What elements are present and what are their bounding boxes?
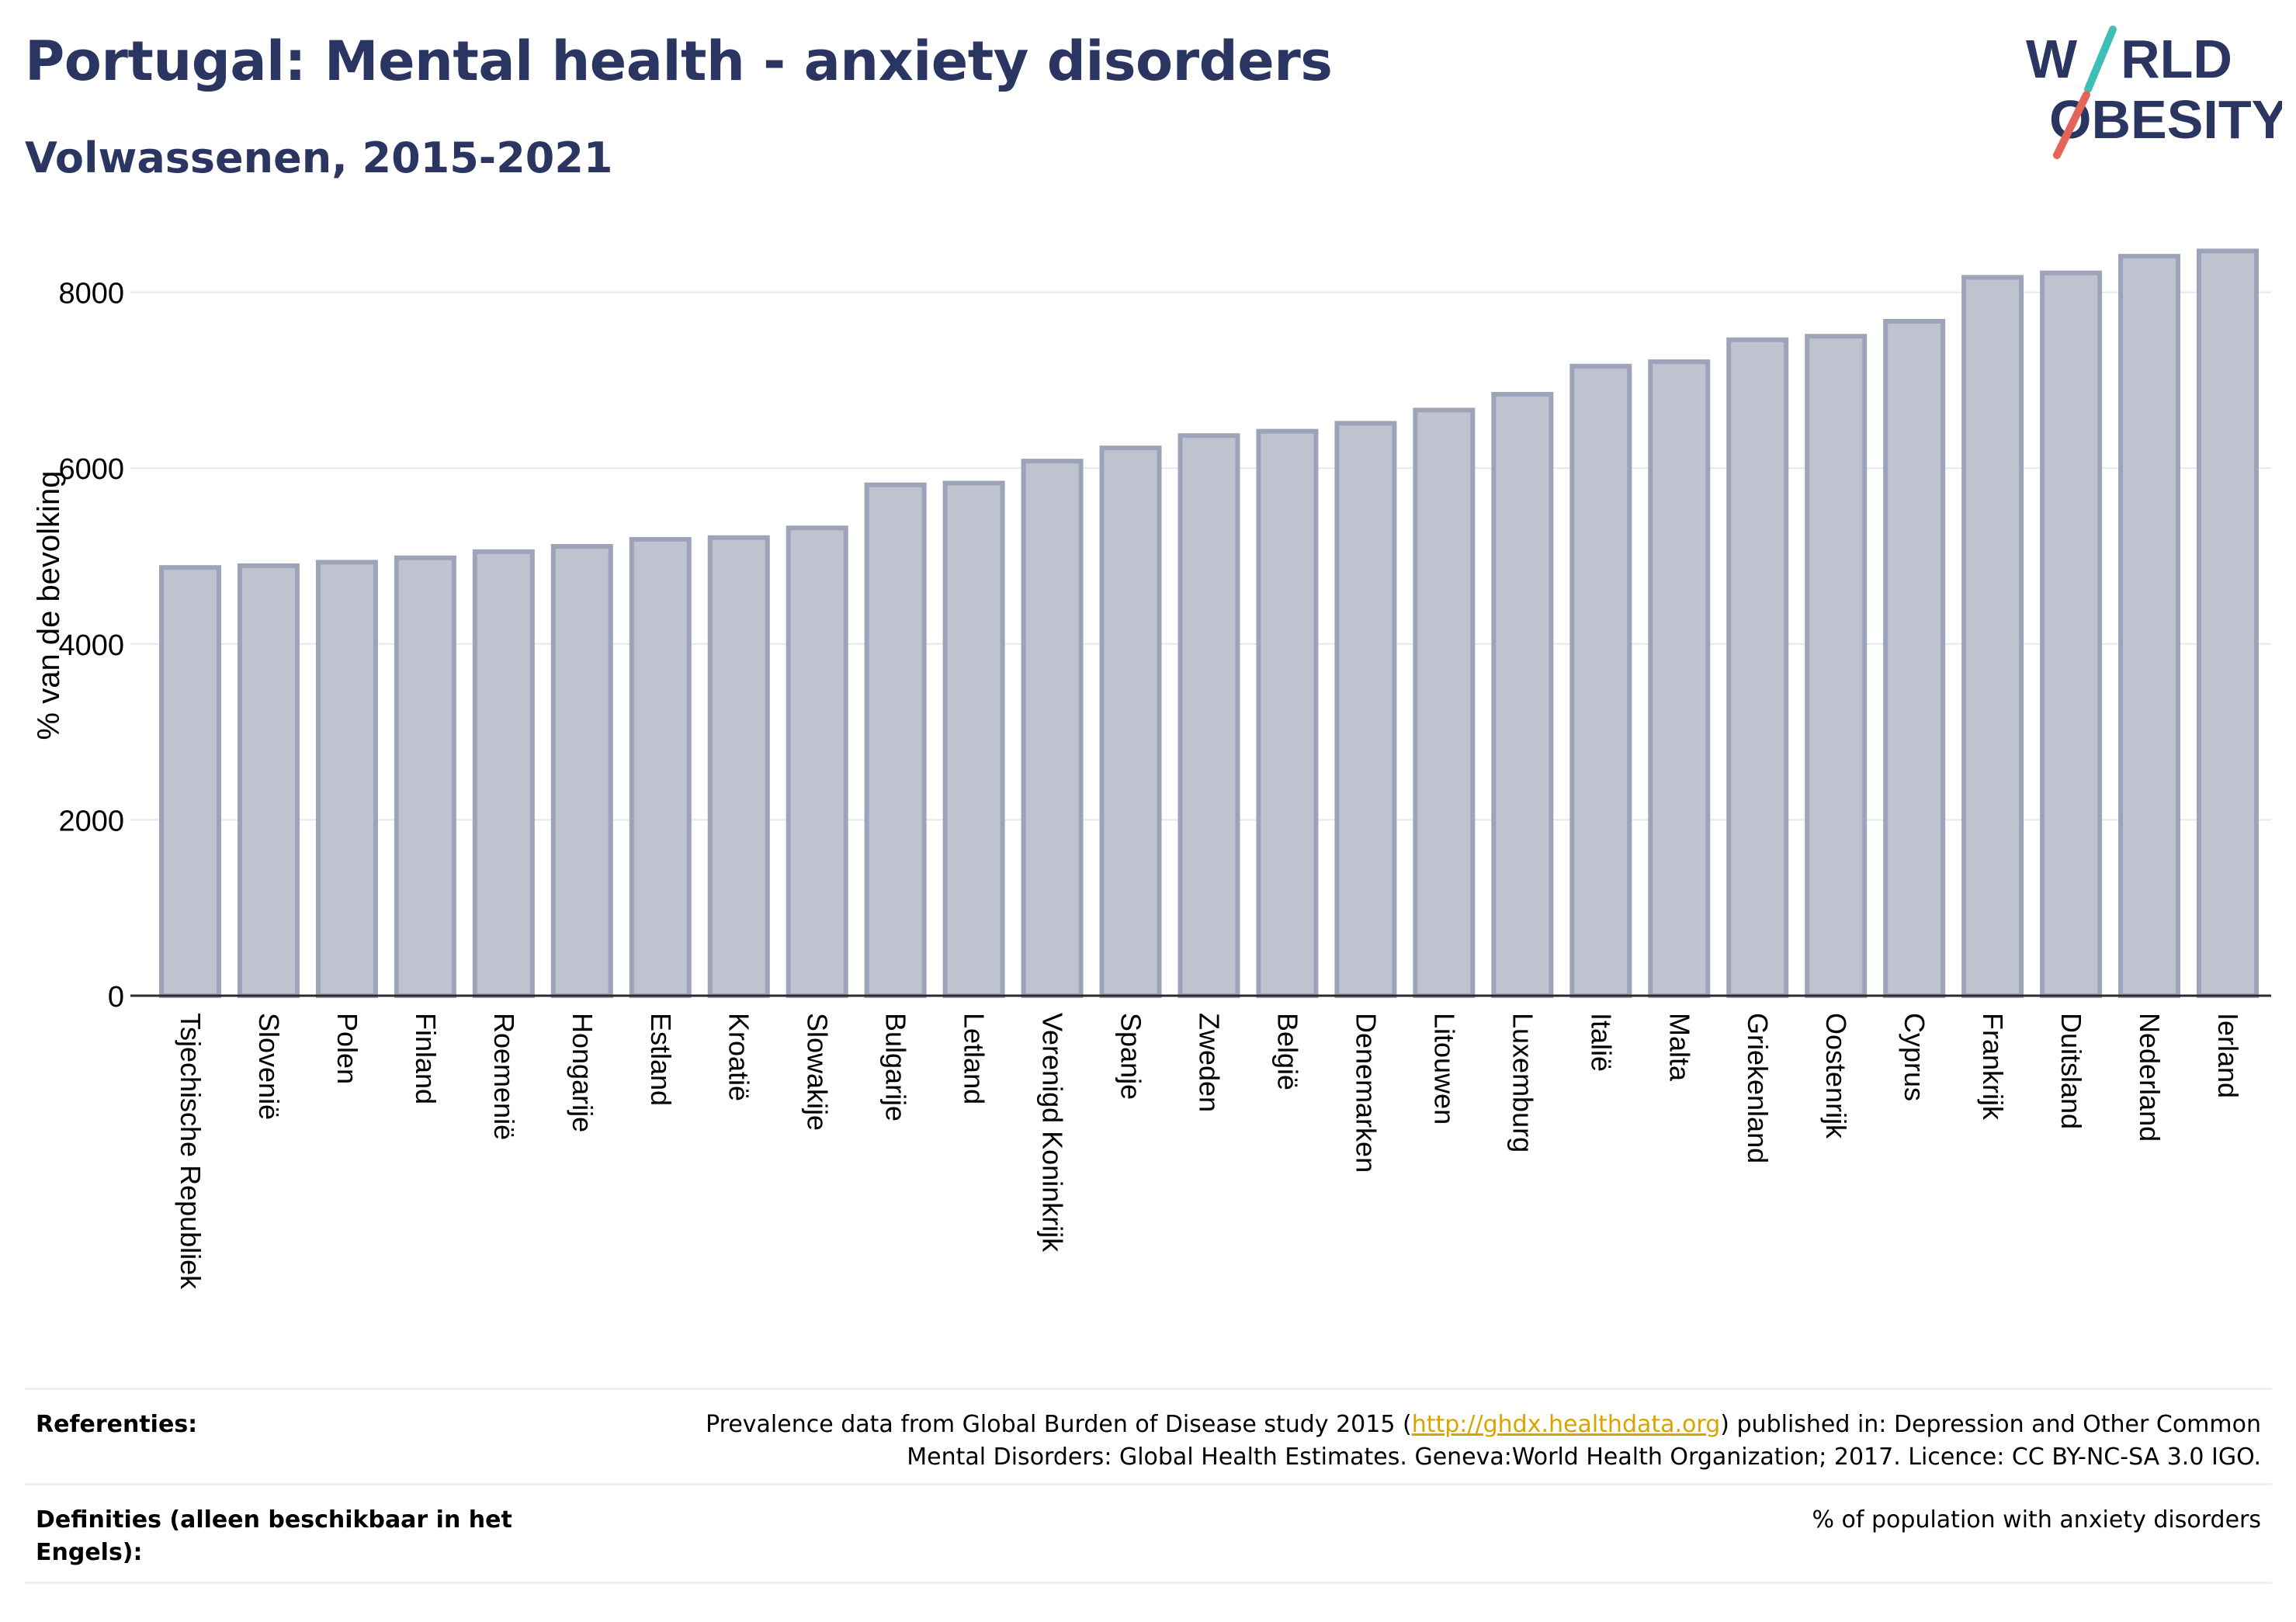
y-tick-label: 0 — [108, 981, 124, 1014]
bar[interactable] — [1805, 334, 1868, 998]
logo-letters-besity: BESITY — [2091, 89, 2282, 150]
references-text-part2: ) published in: Depression and Other Com… — [1720, 1411, 2261, 1438]
logo-letters-rld: RLD — [2121, 29, 2232, 89]
bar[interactable] — [2040, 270, 2103, 998]
bar[interactable] — [942, 480, 1005, 998]
references-table: Referenties: Prevalence data from Global… — [25, 1388, 2272, 1584]
references-row: Referenties: Prevalence data from Global… — [25, 1388, 2272, 1483]
y-tick-label: 8000 — [58, 278, 124, 310]
bar[interactable] — [1883, 318, 1946, 998]
x-tick-label: Letland — [959, 1013, 990, 1104]
x-tick-label: Cyprus — [1899, 1013, 1930, 1101]
definitions-label: Definities (alleen beschikbaar in het En… — [36, 1504, 512, 1569]
x-tick-label: Zweden — [1194, 1013, 1226, 1112]
x-tick-label: Ierland — [2212, 1013, 2244, 1098]
bar[interactable] — [707, 535, 770, 998]
references-text-line2: Mental Disorders: Global Health Estimate… — [907, 1444, 2261, 1471]
logo-slash-top — [2084, 26, 2117, 93]
bar[interactable] — [394, 555, 456, 998]
x-tick-label: Polen — [331, 1013, 363, 1084]
x-tick-label: Litouwen — [1428, 1013, 1460, 1125]
references-label: Referenties: — [36, 1411, 198, 1438]
definitions-row: Definities (alleen beschikbaar in het En… — [25, 1483, 2272, 1584]
bar[interactable] — [786, 525, 848, 998]
bar[interactable] — [1491, 392, 1554, 998]
x-tick-label: Hongarije — [567, 1013, 598, 1132]
bar[interactable] — [2118, 254, 2181, 999]
x-tick-label: Kroatië — [723, 1013, 755, 1101]
bar[interactable] — [1961, 275, 2024, 998]
references-text-part1: Prevalence data from Global Burden of Di… — [706, 1411, 1412, 1438]
references-link[interactable]: http://ghdx.healthdata.org — [1411, 1411, 1721, 1438]
bar[interactable] — [1569, 363, 1632, 999]
bar[interactable] — [2197, 248, 2259, 998]
x-tick-label: België — [1271, 1013, 1303, 1090]
y-axis-label: % van de bevolking — [32, 471, 66, 740]
bar-chart: 0 2000 4000 6000 8000 Tsjechische Republiek S… — [32, 248, 2271, 1290]
y-tick-label: 4000 — [58, 629, 124, 662]
bar[interactable] — [237, 563, 300, 998]
x-tick-label: Oostenrijk — [1820, 1013, 1852, 1139]
bar[interactable] — [1413, 407, 1476, 998]
bar[interactable] — [1648, 359, 1711, 998]
x-tick-label: Slowakije — [802, 1013, 834, 1131]
y-tick-label: 6000 — [58, 453, 124, 486]
bar[interactable] — [1256, 428, 1319, 998]
bar[interactable] — [315, 560, 378, 998]
y-ticks: 0 2000 4000 6000 8000 — [58, 278, 124, 1014]
logo-slash-bottom — [2053, 91, 2090, 159]
references-text: Prevalence data from Global Burden of Di… — [706, 1409, 2261, 1474]
definitions-label-line1: Definities (alleen beschikbaar in het — [36, 1506, 512, 1534]
bar[interactable] — [1177, 433, 1240, 998]
x-tick-label: Griekenland — [1742, 1013, 1774, 1163]
bar[interactable] — [629, 536, 692, 998]
chart-title: Portugal: Mental health - anxiety disord… — [25, 29, 1333, 93]
x-tick-label: Roemenië — [488, 1013, 520, 1140]
x-tick-label: Bulgarije — [880, 1013, 912, 1121]
x-tick-label: Nederland — [2134, 1013, 2166, 1142]
x-ticks: Tsjechische Republiek Slovenië Polen Finlan… — [175, 1013, 2244, 1290]
logo-letter-w: W — [2026, 29, 2077, 89]
bar[interactable] — [1021, 459, 1084, 998]
x-tick-label: Finland — [410, 1013, 442, 1104]
definitions-label-line2: Engels): — [36, 1539, 143, 1566]
bar[interactable] — [472, 549, 535, 998]
x-tick-label: Italië — [1585, 1013, 1617, 1072]
bar[interactable] — [1099, 445, 1162, 998]
x-tick-label: Estland — [645, 1013, 677, 1106]
x-tick-label: Slovenië — [253, 1013, 285, 1120]
bar[interactable] — [864, 482, 927, 998]
bar[interactable] — [1726, 337, 1789, 999]
definitions-text: % of population with anxiety disorders — [1812, 1506, 2261, 1534]
y-tick-label: 2000 — [58, 805, 124, 837]
bar[interactable] — [1334, 421, 1397, 998]
x-tick-label: Luxemburg — [1507, 1013, 1538, 1152]
x-tick-label: Frankrijk — [1977, 1013, 2009, 1121]
x-tick-label: Malta — [1663, 1013, 1695, 1082]
x-tick-label: Verenigd Koninkrijk — [1037, 1013, 1069, 1253]
bar[interactable] — [550, 544, 613, 998]
bar[interactable] — [159, 565, 221, 998]
bars — [159, 248, 2259, 999]
chart-subtitle: Volwassenen, 2015-2021 — [25, 133, 613, 182]
x-tick-label: Spanje — [1115, 1013, 1147, 1100]
x-tick-label: Denemarken — [1350, 1013, 1382, 1173]
x-tick-label: Tsjechische Republiek — [175, 1013, 206, 1290]
x-tick-label: Duitsland — [2055, 1013, 2087, 1129]
